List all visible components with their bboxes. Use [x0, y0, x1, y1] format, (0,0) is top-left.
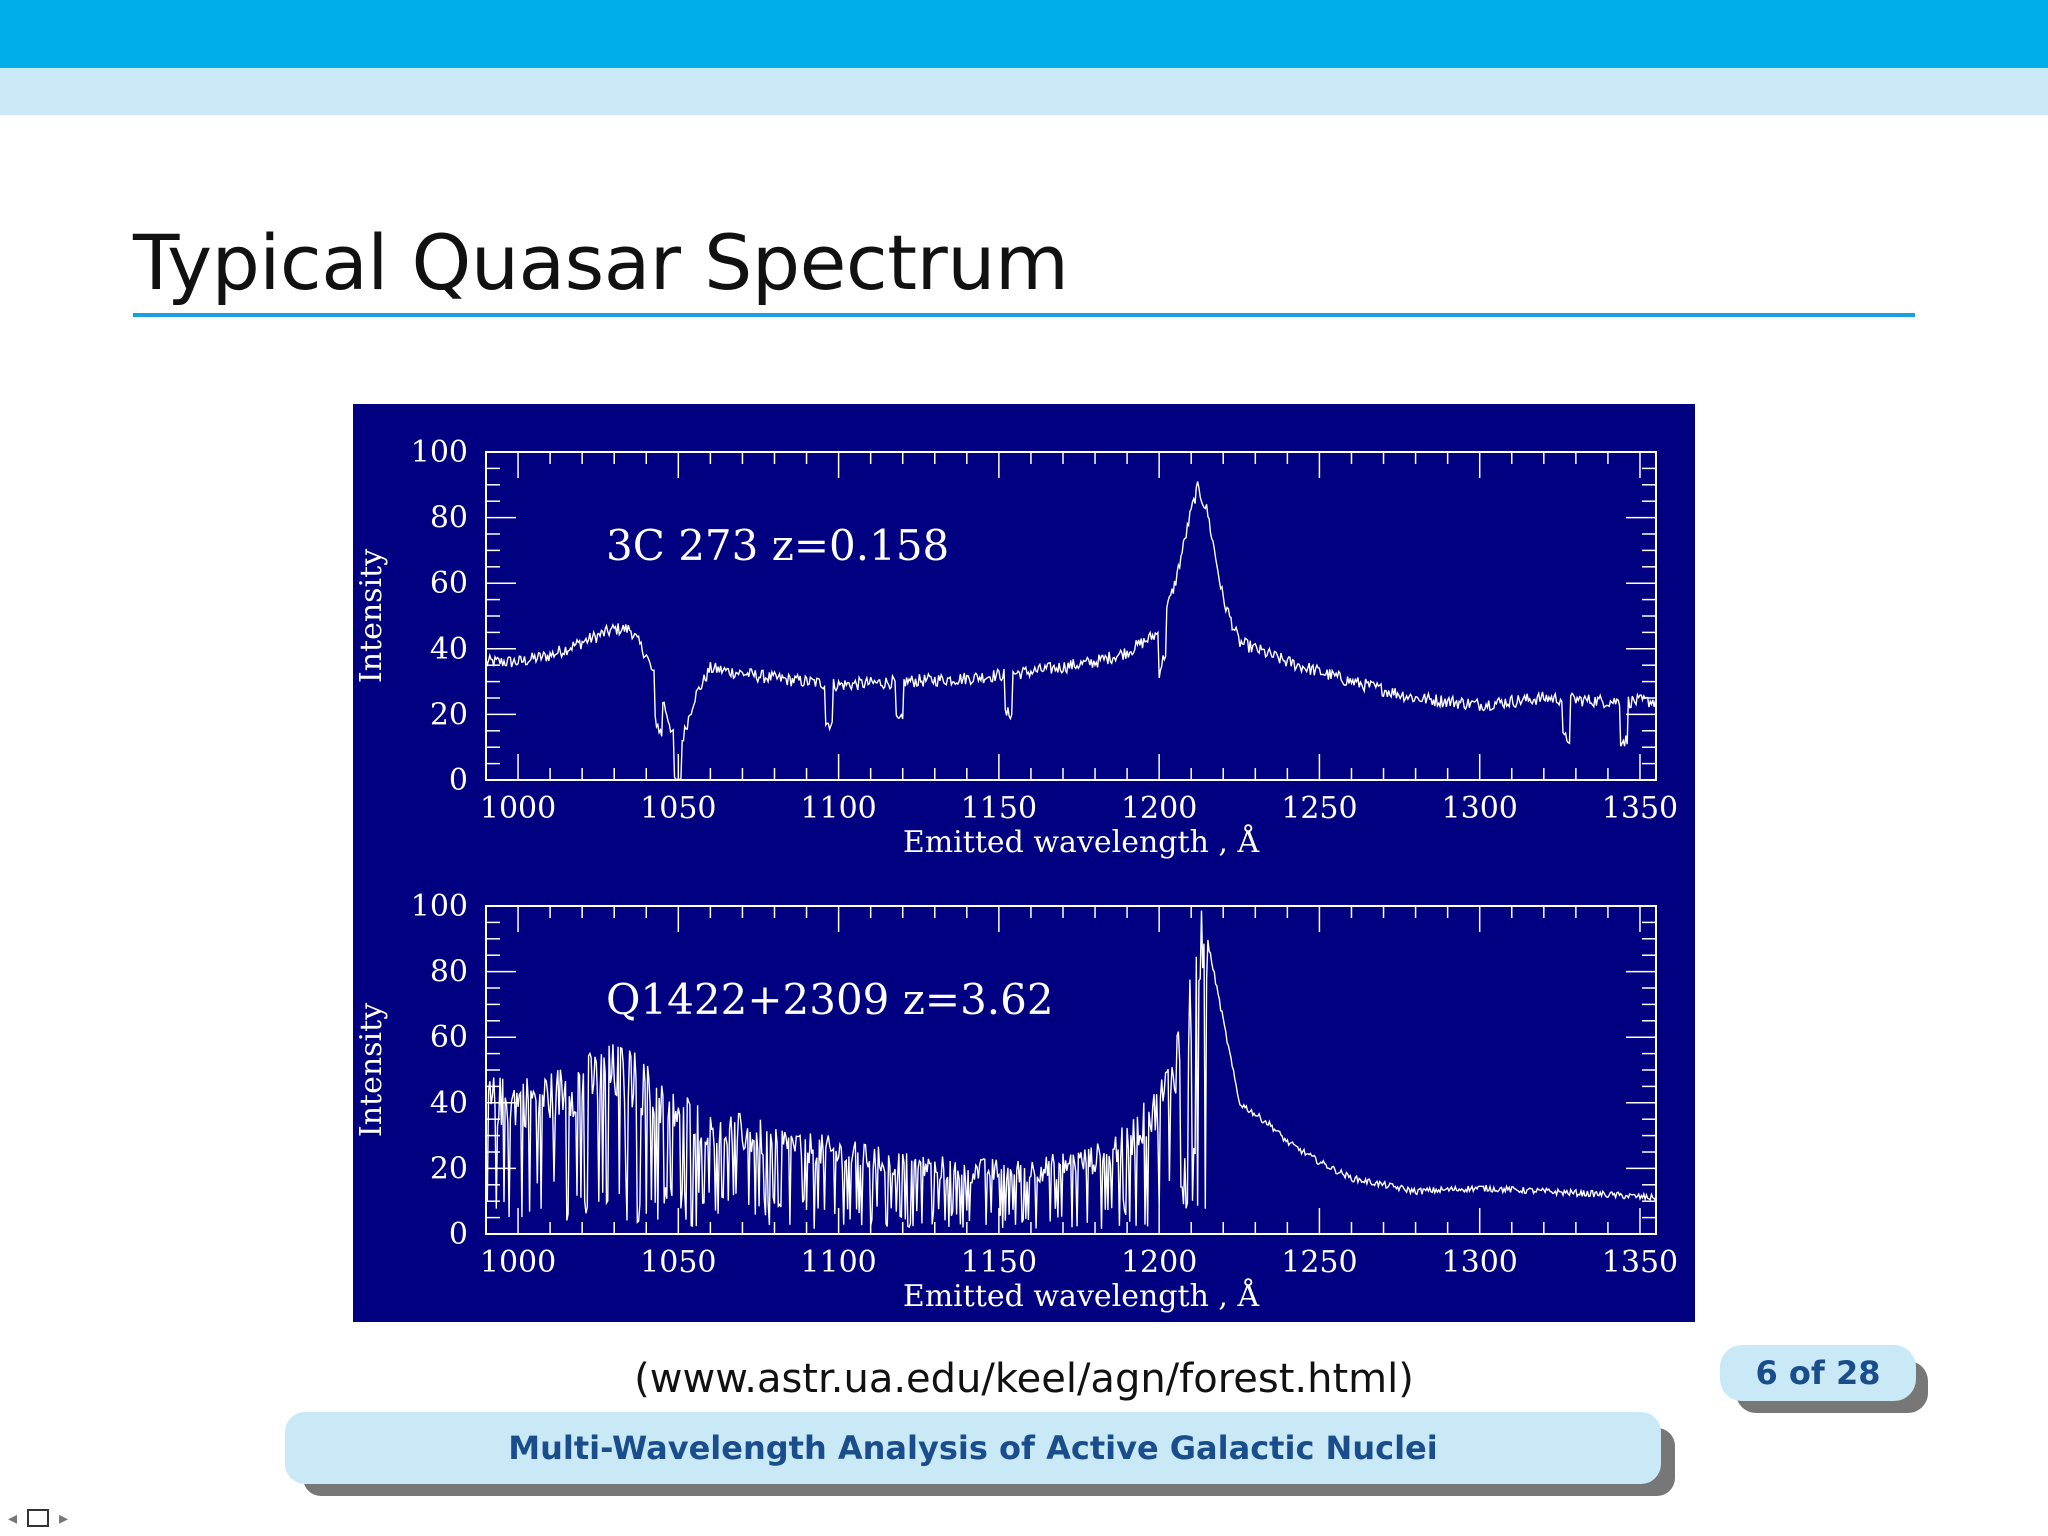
- y-tick-label: 20: [430, 697, 468, 732]
- x-tick-label: 1150: [961, 791, 1037, 826]
- y-tick-label: 100: [411, 435, 468, 470]
- header-bar: [0, 0, 2048, 68]
- x-tick-label: 1200: [1121, 791, 1197, 826]
- spectrum-trace: [485, 481, 1657, 780]
- x-tick-label: 1050: [640, 791, 716, 826]
- nav-next-icon[interactable]: ▸: [59, 1507, 69, 1529]
- x-tick-label: 1250: [1281, 1245, 1357, 1280]
- footer-title: Multi-Wavelength Analysis of Active Gala…: [508, 1429, 1438, 1467]
- nav-frame-icon[interactable]: [27, 1509, 50, 1527]
- y-tick-label: 40: [430, 632, 468, 667]
- x-tick-label: 1050: [640, 1245, 716, 1280]
- y-tick-label: 80: [430, 955, 468, 990]
- nav-prev-icon[interactable]: ◂: [8, 1507, 18, 1529]
- header-sub-bar: [0, 68, 2048, 115]
- x-tick-label: 1100: [800, 1245, 876, 1280]
- x-tick-label: 1150: [961, 1245, 1037, 1280]
- spectrum-figure-svg: 1000 1050 1100 1150 1200 1250 1300 135002040608…: [354, 435, 1678, 1314]
- spectrum-label: 3C 273 z=0.158: [606, 521, 949, 570]
- page-indicator: 6 of 28: [1720, 1345, 1916, 1401]
- x-axis-label: Emitted wavelength , Å: [903, 1278, 1260, 1314]
- y-tick-label: 60: [430, 566, 468, 601]
- slide-title: Typical Quasar Spectrum: [133, 218, 1069, 307]
- y-tick-label: 100: [411, 889, 468, 924]
- y-tick-label: 60: [430, 1020, 468, 1055]
- x-tick-label: 1200: [1121, 1245, 1197, 1280]
- spectrum-label: Q1422+2309 z=3.62: [606, 975, 1054, 1024]
- x-tick-label: 1250: [1281, 791, 1357, 826]
- footer-bar: Multi-Wavelength Analysis of Active Gala…: [285, 1412, 1661, 1484]
- spectrum-figure: 1000 1050 1100 1150 1200 1250 1300 1350 0 20 40 60 8…: [353, 404, 1695, 1322]
- x-tick-label: 1000: [480, 791, 556, 826]
- title-underline: [133, 313, 1915, 317]
- y-tick-label: 40: [430, 1086, 468, 1121]
- x-tick-label: 1100: [800, 791, 876, 826]
- y-tick-label: 0: [449, 763, 468, 798]
- spectrum-trace: [485, 910, 1656, 1229]
- y-tick-label: 80: [430, 501, 468, 536]
- y-tick-label: 20: [430, 1151, 468, 1186]
- x-tick-label: 1350: [1602, 1245, 1678, 1280]
- y-axis-label: Intensity: [354, 1003, 389, 1137]
- source-citation: (www.astr.ua.edu/keel/agn/forest.html): [634, 1356, 1414, 1402]
- x-tick-label: 1000: [480, 1245, 556, 1280]
- x-tick-label: 1300: [1442, 1245, 1518, 1280]
- x-tick-label: 1300: [1442, 791, 1518, 826]
- x-tick-label: 1350: [1602, 791, 1678, 826]
- slide-navigation: ◂ ▸: [8, 1506, 68, 1530]
- y-tick-label: 0: [449, 1217, 468, 1252]
- y-axis-label: Intensity: [354, 549, 389, 683]
- x-axis-label: Emitted wavelength , Å: [903, 824, 1260, 860]
